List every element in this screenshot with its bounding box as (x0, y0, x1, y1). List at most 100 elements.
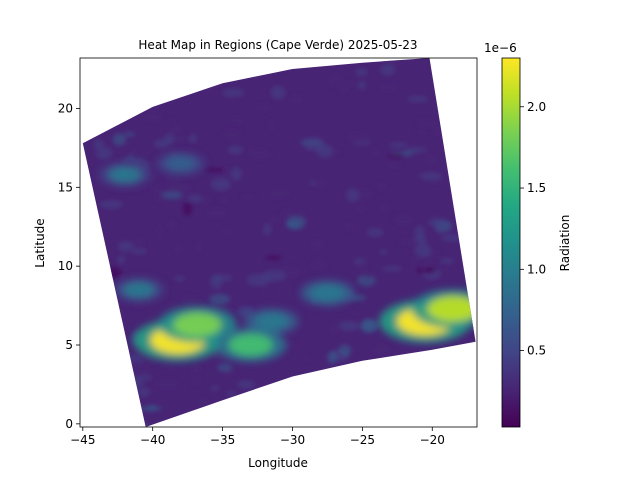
colorbar-label: Radiation (558, 215, 572, 272)
cloud-cell (121, 156, 145, 164)
cloud-cell (400, 381, 408, 392)
cloud-cell (393, 214, 414, 226)
cloud-cell (427, 218, 448, 227)
cloud-cell (435, 224, 446, 234)
cloud-cell (230, 116, 244, 125)
hotspot (122, 281, 155, 298)
cloud-cell (355, 68, 368, 76)
cloud-cell (380, 64, 395, 76)
hotspot (165, 156, 196, 172)
cloud-cell (248, 415, 263, 427)
cloud-cell (222, 167, 235, 173)
cloud-cell (450, 391, 459, 397)
cloud-cell (356, 418, 365, 426)
cloud-cell (346, 188, 359, 202)
cloud-cell (269, 215, 280, 225)
cloud-cell (220, 228, 236, 236)
cloud-cell (217, 197, 231, 203)
cloud-cell (112, 133, 126, 146)
cloud-cell (401, 357, 422, 363)
cloud-cell (333, 384, 355, 389)
cloud-cell (387, 152, 405, 159)
hotspot (427, 295, 476, 322)
colorbar-tick-label: 2.0 (527, 100, 546, 114)
cloud-cell (290, 403, 299, 413)
cloud-cell (388, 415, 402, 427)
cloud-cell (183, 68, 193, 77)
hotspot (108, 166, 141, 183)
y-tick-label: 15 (58, 180, 73, 194)
cloud-cell (385, 163, 402, 169)
cloud-cell (155, 377, 180, 389)
cloud-cell (267, 410, 286, 422)
cloud-cell (286, 215, 306, 230)
cloud-cell (338, 81, 359, 87)
cloud-cell (210, 385, 220, 391)
cloud-cell (407, 95, 428, 103)
cloud-cell (217, 363, 233, 372)
cloud-cell (301, 355, 311, 362)
y-tick-label: 10 (58, 259, 73, 273)
cloud-cell (107, 399, 119, 404)
cloud-cell (451, 381, 474, 396)
cloud-cell (83, 241, 100, 246)
cloud-cell (339, 321, 360, 332)
cloud-cell (267, 188, 291, 199)
hotspot (228, 333, 273, 357)
cloud-cell (82, 373, 94, 385)
colorbar-tick-label: 1.0 (527, 262, 546, 276)
cloud-cell (459, 418, 476, 427)
cloud-cell (370, 147, 380, 158)
cloud-cell (382, 266, 403, 272)
cloud-cell (165, 174, 182, 184)
cloud-cell (154, 139, 170, 149)
cloud-cell (82, 303, 92, 318)
cloud-cell (82, 247, 90, 254)
cloud-cell (247, 148, 271, 160)
cloud-cell (187, 195, 203, 202)
cloud-cell (346, 377, 362, 391)
cloud-cell (441, 234, 462, 242)
cloud-cell (134, 237, 144, 251)
radiation-swath (82, 58, 476, 427)
cloud-cell (204, 167, 227, 173)
cloud-cell (463, 190, 474, 204)
cloud-cell (246, 273, 271, 287)
cloud-cell (190, 364, 202, 375)
y-axis-ticks: 0 5 10 15 20 (58, 101, 80, 431)
cloud-cell (335, 420, 345, 427)
cloud-cell (454, 79, 475, 91)
cloud-cell (432, 128, 447, 135)
cloud-cell (366, 228, 384, 237)
cloud-cell (440, 258, 455, 264)
cloud-cell (289, 94, 304, 105)
cloud-cell (181, 295, 201, 305)
hotspot-layer (98, 152, 476, 362)
cloud-cell (330, 321, 338, 335)
cloud-cell (376, 181, 387, 191)
colorbar-offset-text: 1e−6 (484, 41, 517, 55)
hotspot (254, 312, 289, 330)
cloud-cell (101, 402, 125, 409)
cloud-cell (272, 393, 290, 403)
cloud-cell (148, 405, 157, 411)
cloud-cell (195, 241, 203, 253)
cloud-cell (343, 222, 354, 231)
cloud-cell (310, 239, 325, 250)
cloud-cell (124, 132, 136, 137)
cloud-cell (464, 254, 476, 263)
cloud-cell (372, 345, 392, 355)
cloud-cell (167, 118, 175, 123)
cloud-cell (355, 206, 367, 213)
x-tick-label: −25 (350, 433, 375, 447)
colorbar-tick-label: 1.5 (527, 181, 546, 195)
cloud-cell (249, 69, 264, 80)
cloud-cell (414, 243, 432, 258)
cloud-cell (279, 408, 289, 420)
cloud-cell (407, 257, 419, 264)
cloud-cell (464, 181, 476, 187)
cloud-cell (171, 134, 189, 143)
cloud-cell (307, 384, 328, 392)
x-tick-label: −30 (280, 433, 305, 447)
